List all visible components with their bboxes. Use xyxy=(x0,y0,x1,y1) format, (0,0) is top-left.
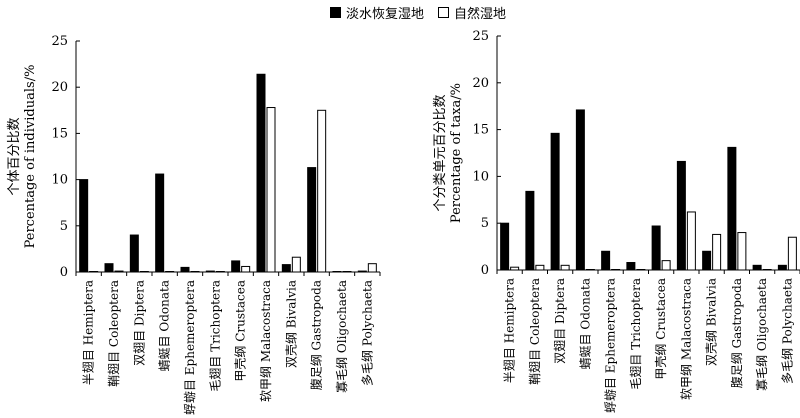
chart-individuals: 0 5 10 15 20 25 半翅目 Hemiptera 鞘翅目 Coleoptera 双翅目… xyxy=(7,34,381,415)
bar-natural xyxy=(737,232,747,271)
chart-taxa: 0 5 10 15 20 25 半翅目 Hemiptera 鞘翅目 Coleoptera 双翅目… xyxy=(433,29,800,413)
bar-restored xyxy=(550,132,560,271)
bar-natural xyxy=(535,264,545,271)
x-category-label: 蜻蜓目 Odonata xyxy=(158,280,172,371)
y-tick-label: 0 xyxy=(60,265,68,280)
y-tick-label: 25 xyxy=(472,29,489,44)
y-tick-label: 5 xyxy=(60,219,68,234)
y-axis-title: 个体百分比数 xyxy=(7,117,22,195)
legend-item-natural: 自然湿地 xyxy=(438,3,506,22)
bar-restored xyxy=(129,234,139,273)
x-category-label: 双壳纲 Bivalvia xyxy=(284,280,298,368)
y-tick-label: 15 xyxy=(472,123,489,138)
bar-natural xyxy=(762,269,772,271)
bar-natural xyxy=(636,269,646,271)
y-tick-label: 25 xyxy=(51,34,68,49)
y-tick-label: 10 xyxy=(472,169,489,184)
bar-restored xyxy=(702,250,712,271)
x-category-label: 蜉蝣目 Ephemeroptera xyxy=(604,278,618,413)
bar-restored xyxy=(727,146,737,271)
x-category-label: 鞘翅目 Coleoptera xyxy=(106,280,121,387)
bar-natural xyxy=(266,107,276,273)
bar-natural xyxy=(712,233,722,271)
x-category-label: 蜻蜓目 Odonata xyxy=(578,278,592,369)
bar-natural xyxy=(342,271,352,273)
bar-natural xyxy=(686,211,696,271)
y-axis-title: 个分类单元百分比数 xyxy=(433,94,448,211)
bar-natural xyxy=(560,264,570,271)
bar-restored xyxy=(155,173,165,273)
bar-natural xyxy=(139,271,149,273)
x-category-label: 腹足纲 Gastropoda xyxy=(310,280,324,390)
legend-item-restored: 淡水恢复湿地 xyxy=(330,3,424,22)
x-category-label: 寡毛纲 Oligochaeta xyxy=(334,280,349,393)
x-category-label: 毛翅目 Trichoptera xyxy=(628,278,643,390)
bar-natural xyxy=(215,271,225,273)
bar-natural xyxy=(114,270,124,273)
bar-restored xyxy=(626,262,636,271)
bar-natural xyxy=(585,269,595,271)
x-category-label: 双壳纲 Bivalvia xyxy=(705,278,719,366)
bar-restored xyxy=(357,270,367,273)
bar-natural xyxy=(165,271,175,273)
legend-swatch-filled xyxy=(330,6,341,18)
bar-natural xyxy=(510,266,520,271)
legend-label-natural: 自然湿地 xyxy=(454,6,507,22)
bar-restored xyxy=(205,270,215,273)
y-tick-label: 5 xyxy=(481,216,489,231)
x-category-label: 半翅目 Hemiptera xyxy=(81,280,96,385)
y-tick-label: 15 xyxy=(51,126,68,141)
bar-restored xyxy=(752,264,762,271)
bar-restored xyxy=(256,73,266,273)
x-category-label: 双翅目 Diptera xyxy=(552,278,567,364)
legend-swatch-open xyxy=(438,6,450,18)
bar-natural xyxy=(367,263,377,273)
x-category-label: 蜉蝣目 Ephemeroptera xyxy=(183,280,197,415)
x-category-label: 多毛纲 Polychaeta xyxy=(360,280,374,386)
bar-natural xyxy=(317,109,327,273)
bar-restored xyxy=(307,167,317,273)
y-tick-label: 10 xyxy=(51,173,68,188)
bar-restored xyxy=(180,266,190,273)
x-category-label: 鞘翅目 Coleoptera xyxy=(527,278,542,385)
bar-restored xyxy=(777,264,787,271)
y-tick-label: 0 xyxy=(481,263,489,278)
x-category-label: 软甲纲 Malacostraca xyxy=(259,280,273,402)
x-category-label: 双翅目 Diptera xyxy=(131,280,146,366)
bar-restored xyxy=(575,109,585,271)
legend-label-restored: 淡水恢复湿地 xyxy=(346,6,425,22)
bar-natural xyxy=(611,269,621,271)
x-category-label: 软甲纲 Malacostraca xyxy=(679,278,693,400)
x-category-label: 腹足纲 Gastropoda xyxy=(730,278,744,388)
bar-restored xyxy=(525,190,535,271)
y-axis-title-en: Percentage of individuals/% xyxy=(23,65,38,249)
y-tick-label: 20 xyxy=(472,76,489,91)
x-category-label: 寡毛纲 Oligochaeta xyxy=(754,278,769,391)
bar-restored xyxy=(651,225,661,271)
y-axis-title-en: Percentage of taxa/% xyxy=(449,83,464,223)
bar-natural xyxy=(661,260,671,271)
x-category-label: 甲壳纲 Crustacea xyxy=(654,278,668,380)
bar-natural xyxy=(291,256,301,273)
bar-restored xyxy=(104,263,114,273)
bar-restored xyxy=(601,250,611,271)
x-category-label: 半翅目 Hemiptera xyxy=(502,278,517,383)
bar-restored xyxy=(332,271,342,273)
bar-restored xyxy=(79,179,89,273)
bar-restored xyxy=(231,260,241,273)
bar-restored xyxy=(281,264,291,273)
x-category-label: 多毛纲 Polychaeta xyxy=(780,278,794,384)
bar-natural xyxy=(190,271,200,273)
bar-natural xyxy=(89,271,99,273)
x-category-label: 毛翅目 Trichoptera xyxy=(207,280,222,392)
chart-legend: 淡水恢复湿地 自然湿地 xyxy=(330,2,506,22)
bar-restored xyxy=(676,160,686,271)
y-tick-label: 20 xyxy=(51,80,68,95)
bar-restored xyxy=(500,222,510,271)
bar-natural xyxy=(787,236,797,271)
x-category-label: 甲壳纲 Crustacea xyxy=(234,280,248,382)
bar-natural xyxy=(241,265,251,273)
